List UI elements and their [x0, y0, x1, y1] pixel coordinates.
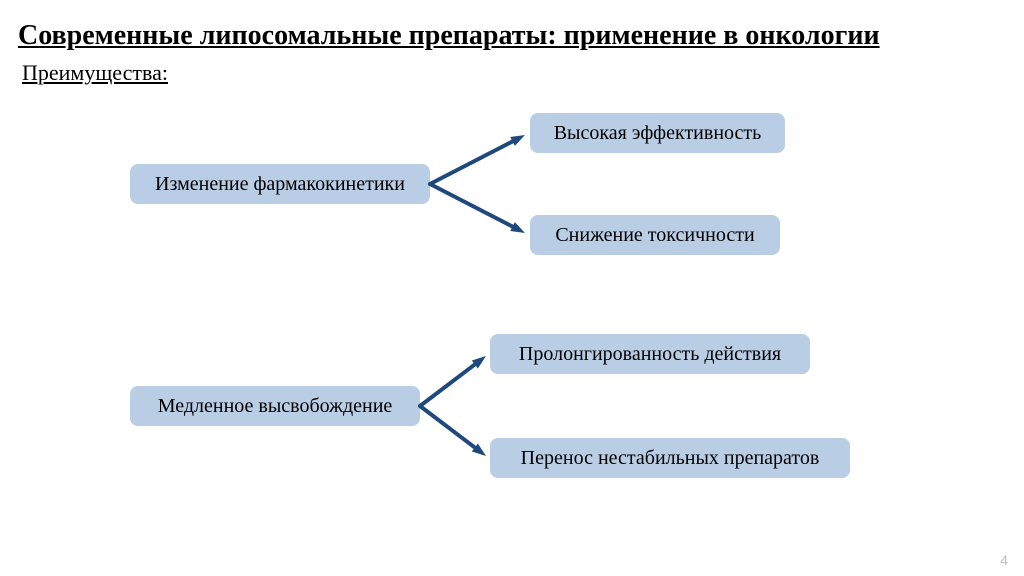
- node-prolonged-action: Пролонгированность действия: [490, 334, 810, 374]
- node-unstable-transport: Перенос нестабильных препаратов: [490, 438, 850, 478]
- slide-title: Современные липосомальные препараты: при…: [18, 20, 880, 52]
- slide-subtitle: Преимущества:: [22, 60, 168, 86]
- page-number: 4: [1000, 552, 1008, 568]
- node-slow-release: Медленное высвобождение: [130, 386, 420, 426]
- arrow-layer: [0, 0, 1024, 576]
- node-high-efficiency: Высокая эффективность: [530, 113, 785, 153]
- node-pharmacokinetics: Изменение фармакокинетики: [130, 164, 430, 204]
- node-reduced-toxicity: Снижение токсичности: [530, 215, 780, 255]
